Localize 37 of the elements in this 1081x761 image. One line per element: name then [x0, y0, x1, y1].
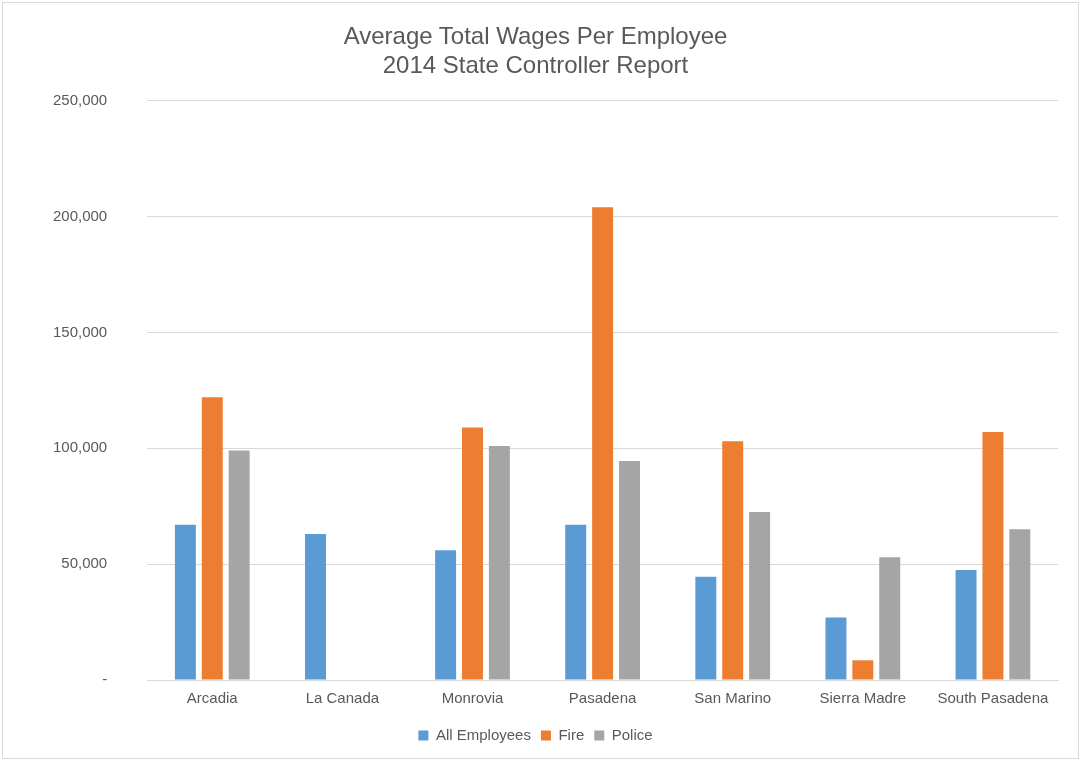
bar [305, 533, 326, 680]
x-tick-label: Pasadena [568, 689, 638, 707]
x-tick-label: Sierra Madre [819, 689, 907, 707]
y-tick-label: 50,000 [61, 554, 108, 572]
x-tick-label: San Marino [694, 689, 772, 707]
bar [722, 441, 744, 680]
legend-label: Police [611, 725, 653, 743]
x-tick-label: South Pasadena [937, 689, 1050, 707]
bar [174, 524, 196, 680]
bar [982, 432, 1004, 680]
bar [695, 576, 717, 680]
x-tick-label: Arcadia [186, 689, 239, 707]
bar [852, 660, 874, 680]
x-tick-label: Monrovia [441, 689, 504, 707]
bar [1009, 529, 1031, 680]
bar [435, 550, 457, 680]
x-tick-label: La Canada [305, 689, 380, 707]
bar [228, 450, 250, 680]
y-tick-label: 150,000 [52, 322, 108, 340]
bar [201, 397, 223, 680]
chart-subtitle: 2014 State Controller Report [382, 50, 689, 78]
legend-label: Fire [558, 725, 585, 743]
y-tick-label: 250,000 [52, 90, 108, 108]
bar [619, 460, 640, 680]
legend-label: All Employees [435, 725, 531, 743]
bar [462, 427, 483, 680]
bar [749, 511, 771, 680]
y-tick-label: 100,000 [52, 438, 108, 456]
bar [565, 524, 587, 680]
bar [879, 557, 901, 680]
bar [488, 445, 510, 680]
bar [592, 207, 614, 680]
bar [955, 569, 977, 680]
bar [825, 617, 847, 680]
chart-title: Average Total Wages Per Employee [343, 22, 728, 50]
y-tick-label: 200,000 [52, 206, 108, 224]
y-tick-label: - [102, 670, 108, 688]
